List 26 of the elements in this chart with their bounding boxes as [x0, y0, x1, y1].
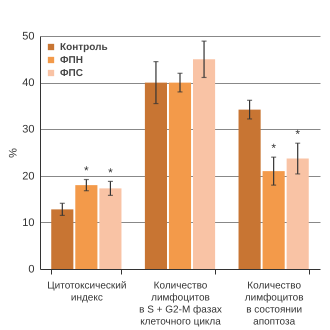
- y-tick-label: 40: [22, 77, 34, 90]
- y-tick-label: 50: [22, 30, 34, 42]
- annotation: *: [295, 127, 300, 142]
- y-axis-title: %: [7, 148, 20, 158]
- annotation: *: [84, 164, 90, 178]
- y-tick-label: 0: [28, 264, 34, 276]
- bar: [238, 110, 261, 269]
- bar: [192, 59, 216, 269]
- bar: [286, 158, 309, 269]
- bar: [262, 171, 285, 269]
- y-tick-label: 10: [22, 216, 34, 229]
- y-tick-label: 30: [22, 124, 34, 136]
- x-tick-label: Цитотоксический индекс: [47, 280, 126, 304]
- legend-label: ФПН: [60, 55, 83, 66]
- y-tick-label: 20: [22, 170, 34, 182]
- bar: [99, 188, 122, 269]
- annotation: *: [271, 141, 276, 156]
- bar: [168, 82, 192, 269]
- x-tick-label: Количество лимфоцитов в S + G2-M фазах клеточного цикла: [139, 280, 222, 328]
- legend-label: ФПС: [60, 68, 83, 79]
- x-tick-label: Количество лимфоцитов в состоянии апоптоза: [244, 280, 304, 328]
- bar: [51, 209, 74, 269]
- bar: [144, 82, 168, 269]
- annotation: *: [108, 165, 114, 180]
- bar: [75, 185, 98, 269]
- legend-label: Контроль: [60, 42, 108, 53]
